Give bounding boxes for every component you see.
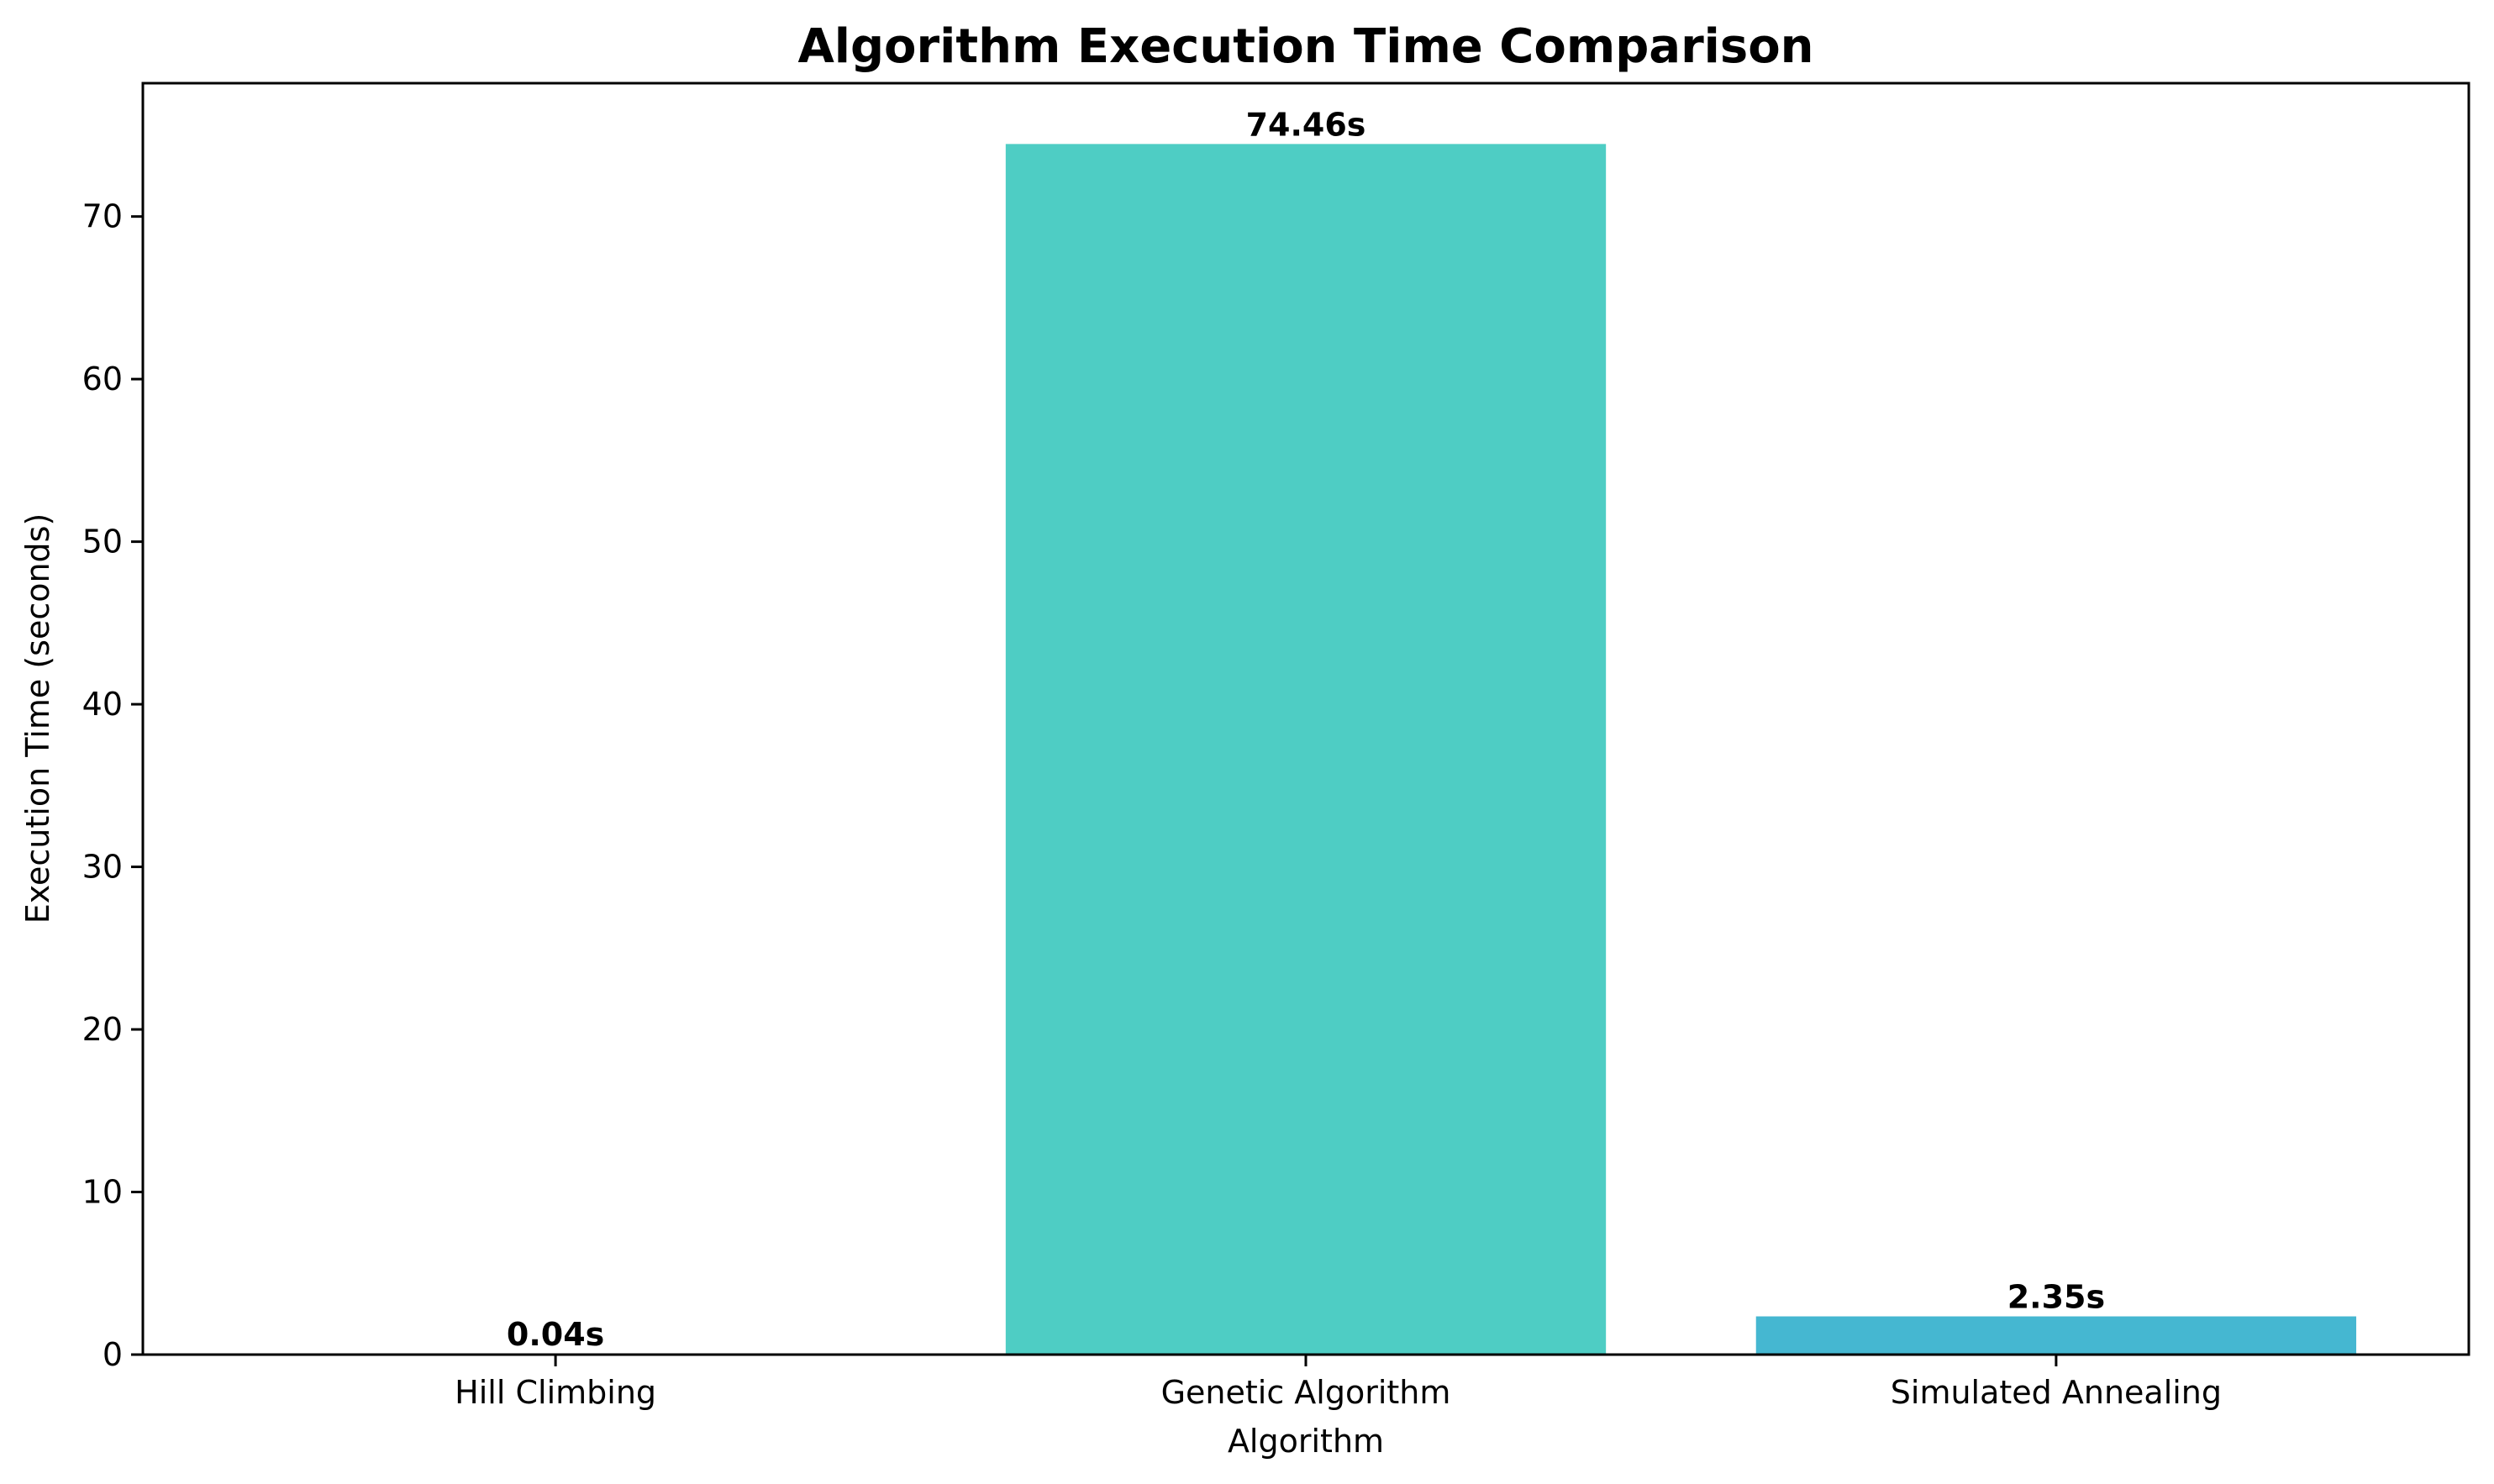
x-tick-label-hill-climbing: Hill Climbing: [455, 1374, 656, 1411]
y-tick-label-0: 0: [103, 1336, 123, 1373]
plot-area: 0.04s 74.46s 2.35s 0 10 20 30 40 50 60 70 Hill Clim…: [82, 106, 2357, 1411]
y-tick-label-70: 70: [82, 198, 123, 235]
x-axis-label: Algorithm: [1228, 1423, 1384, 1460]
y-tick-label-10: 10: [82, 1174, 123, 1211]
bar-genetic-algorithm: [1005, 144, 1607, 1355]
y-tick-label-20: 20: [82, 1011, 123, 1048]
y-tick-label-50: 50: [82, 524, 123, 560]
chart-title: Algorithm Execution Time Comparison: [797, 19, 1813, 74]
y-tick-label-60: 60: [82, 360, 123, 397]
y-tick-label-30: 30: [82, 849, 123, 886]
data-label-simulated-annealing: 2.35s: [2007, 1279, 2105, 1316]
y-tick-label-40: 40: [82, 686, 123, 723]
bar-simulated-annealing: [1755, 1316, 2357, 1355]
y-axis-label: Execution Time (seconds): [19, 513, 56, 924]
data-label-genetic-algorithm: 74.46s: [1246, 106, 1366, 143]
x-tick-label-simulated-annealing: Simulated Annealing: [1891, 1374, 2222, 1411]
x-tick-label-genetic-algorithm: Genetic Algorithm: [1161, 1374, 1451, 1411]
plot-frame: [141, 82, 2470, 1356]
data-label-hill-climbing: 0.04s: [507, 1316, 604, 1353]
